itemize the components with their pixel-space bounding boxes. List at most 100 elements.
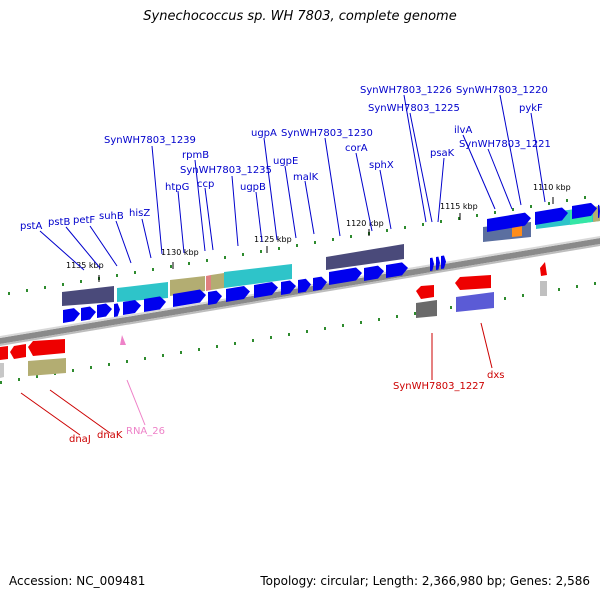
feature-box: [117, 282, 168, 302]
guide-dot: [18, 378, 20, 381]
scale-label-1135: 1135 kbp: [66, 261, 104, 270]
guide-dot: [296, 244, 298, 247]
gene-arrow: [123, 300, 141, 315]
guide-dot: [134, 271, 136, 274]
guide-dot: [450, 306, 452, 309]
feature-box: [28, 358, 66, 376]
guide-dot: [530, 205, 532, 208]
guide-dot: [566, 199, 568, 202]
guide-dot: [72, 369, 74, 372]
guide-dot: [8, 292, 10, 295]
rna-feature: [120, 335, 126, 345]
gene-label: pstB: [48, 217, 70, 228]
guide-dot: [26, 289, 28, 292]
guide-dot: [342, 324, 344, 327]
guide-dot: [494, 211, 496, 214]
guide-dot: [594, 282, 596, 285]
gene-label: dnaK: [97, 430, 123, 441]
scale-label-1125: 1125 kbp: [254, 235, 292, 244]
gene-arrow: [430, 257, 434, 271]
guide-dot: [378, 318, 380, 321]
guide-dot: [396, 315, 398, 318]
gene-label: SynWH7803_1225: [368, 103, 460, 114]
gene-label: SynWH7803_1220: [456, 85, 548, 96]
guide-dot: [422, 223, 424, 226]
gene-label: dxs: [487, 370, 504, 381]
gene-arrow: [144, 296, 166, 312]
gene-arrow: [97, 303, 112, 318]
genome-summary-text: Topology: circular; Length: 2,366,980 bp…: [260, 574, 590, 588]
gene-arrow: [540, 262, 547, 276]
gene-label: SynWH7803_1221: [459, 139, 551, 150]
guide-dot: [80, 280, 82, 283]
gene-arrow: [313, 276, 327, 291]
gene-label: malK: [293, 172, 319, 183]
gene-label: dnaJ: [69, 434, 91, 445]
feature-box: [456, 292, 494, 312]
gene-arrow: [386, 262, 408, 278]
gene-label: sphX: [369, 160, 394, 171]
feature-box: [0, 363, 4, 378]
guide-dot: [476, 214, 478, 217]
gene-label: psaK: [430, 148, 455, 159]
reverse-labels: dnaJ dnaK SynWH7803_1227 dxs: [69, 370, 504, 445]
guide-dot: [36, 375, 38, 378]
gene-arrow: [226, 286, 250, 302]
gene-arrow: [114, 303, 120, 317]
gene-label: suhB: [99, 211, 124, 222]
scale-ticks: 1135 kbp 1130 kbp 1125 kbp 1120 kbp 1115…: [66, 183, 571, 282]
guide-dot: [270, 336, 272, 339]
scale-label-1110: 1110 kbp: [533, 183, 571, 192]
gene-arrow: [173, 289, 206, 307]
gene-label: SynWH7803_1239: [104, 135, 196, 146]
gene-arrow: [441, 255, 446, 269]
gene-label: rpmB: [182, 150, 209, 161]
gene-arrow: [0, 346, 8, 360]
gene-arrow: [572, 202, 597, 219]
guide-dot: [206, 259, 208, 262]
guide-dot: [576, 285, 578, 288]
gene-label: SynWH7803_1226: [360, 85, 452, 96]
guide-dot: [350, 235, 352, 238]
guide-dot: [180, 351, 182, 354]
gene-label: SynWH7803_1227: [393, 381, 485, 392]
gene-arrow: [298, 278, 311, 293]
gene-arrow: [81, 306, 96, 321]
guide-dot: [288, 333, 290, 336]
forward-labels: pstA pstB petF suhB hisZ SynWH7803_1239 …: [20, 85, 551, 232]
gene-arrow: [416, 285, 434, 299]
gene-label: SynWH7803_1230: [281, 128, 373, 139]
gene-label: ccp: [197, 179, 214, 190]
gene-arrow: [329, 267, 362, 285]
gene-arrow: [28, 339, 65, 356]
guide-dot: [306, 330, 308, 333]
gene-label: corA: [345, 143, 368, 154]
guide-dot: [414, 312, 416, 315]
gene-label: SynWH7803_1235: [180, 165, 272, 176]
guide-dot: [62, 283, 64, 286]
gene-arrow: [436, 256, 440, 270]
gene-arrow: [208, 290, 222, 305]
guide-dot: [558, 288, 560, 291]
guide-dot: [522, 294, 524, 297]
gene-arrow: [254, 282, 278, 298]
feature-box: [540, 281, 547, 296]
gene-label: ugpB: [240, 182, 266, 193]
guide-dot: [116, 274, 118, 277]
guide-dot: [90, 366, 92, 369]
gene-arrow: [10, 344, 26, 359]
gene-arrow: [281, 280, 296, 295]
guide-dot: [108, 363, 110, 366]
reverse-leaders: [20, 322, 493, 436]
gene-arrow: [487, 212, 531, 232]
gene-arrow: [455, 275, 491, 290]
feature-box: [326, 244, 404, 270]
guide-dot: [584, 196, 586, 199]
reverse-genes: [0, 262, 547, 378]
map-title: Synechococcus sp. WH 7803, complete geno…: [143, 9, 457, 24]
gene-label: hisZ: [129, 208, 150, 219]
guide-dot: [386, 229, 388, 232]
guide-dot: [0, 381, 2, 384]
gene-label: ugpA: [251, 128, 277, 139]
guide-dot: [126, 360, 128, 363]
